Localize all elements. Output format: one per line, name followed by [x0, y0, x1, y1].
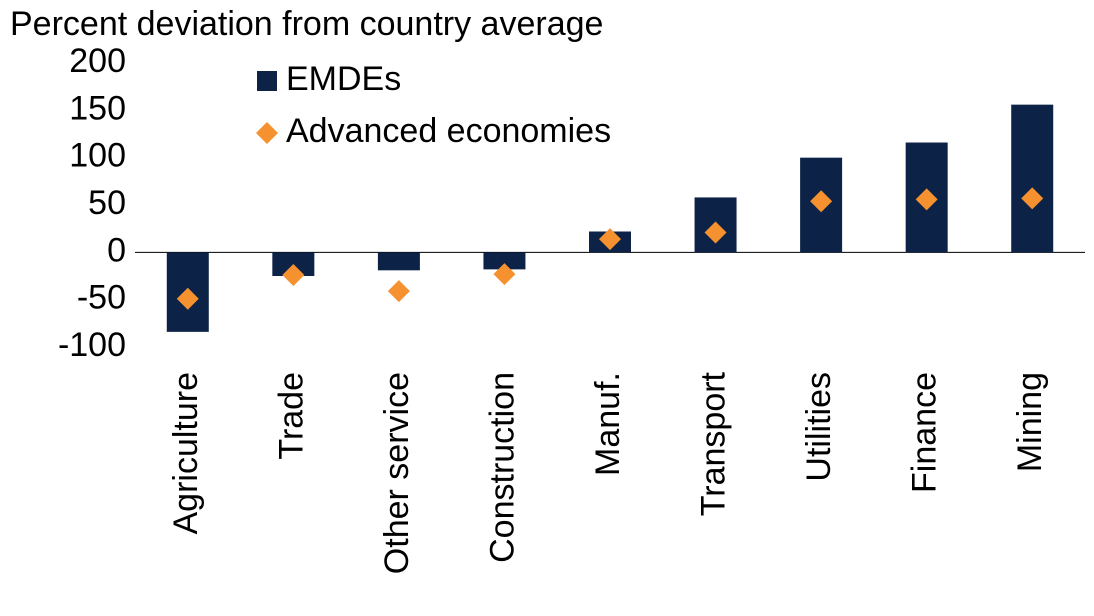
- y-tick-label: 0: [107, 231, 126, 269]
- diamond-marker: [810, 190, 833, 213]
- legend-label: EMDEs: [286, 60, 401, 98]
- legend-label: Advanced economies: [286, 112, 611, 150]
- diamond-marker: [704, 221, 727, 244]
- diamond-marker: [282, 264, 305, 287]
- x-tick-label: Manuf.: [589, 372, 627, 476]
- diamond-marker: [493, 263, 516, 286]
- y-tick-label: -100: [58, 326, 126, 364]
- bar: [377, 252, 420, 271]
- y-tick-label: 100: [69, 137, 126, 175]
- diamond-marker: [387, 280, 410, 303]
- bar: [483, 252, 526, 270]
- bar: [1011, 104, 1054, 253]
- legend-swatch: [256, 122, 278, 144]
- diamond-marker: [1021, 187, 1044, 210]
- diamond-marker: [599, 228, 621, 251]
- y-tick-label: 50: [88, 184, 126, 222]
- diamond-marker: [915, 188, 938, 211]
- y-tick-label: 200: [69, 42, 126, 80]
- y-tick-label: 150: [69, 89, 126, 127]
- x-tick-label: Trade: [272, 372, 310, 460]
- x-tick-label: Agriculture: [167, 372, 205, 535]
- x-tick-label: Other service: [378, 372, 416, 574]
- x-tick-label: Utilities: [800, 372, 838, 482]
- y-tick-label: -50: [77, 279, 126, 317]
- legend-swatch: [257, 71, 277, 91]
- diamond-marker: [176, 287, 199, 310]
- x-tick-label: Transport: [695, 371, 733, 516]
- x-tick-label: Mining: [1011, 372, 1049, 472]
- x-tick-label: Finance: [906, 372, 944, 493]
- y-axis-title: Percent deviation from country average: [10, 5, 603, 43]
- x-tick-label: Construction: [483, 372, 521, 563]
